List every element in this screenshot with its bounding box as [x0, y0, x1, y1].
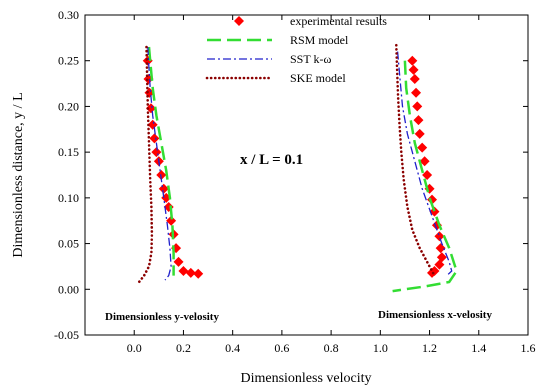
series-line	[147, 46, 172, 281]
legend-label-sst: SST k-ω	[290, 52, 331, 66]
data-point	[145, 103, 156, 114]
series-3	[137, 43, 436, 284]
data-point	[414, 128, 425, 139]
legend: experimental results RSM model SST k-ω S…	[205, 14, 387, 85]
y-tick-label: 0.15	[58, 145, 79, 159]
x-tick-label: 1.0	[373, 341, 388, 355]
legend-diamond	[234, 16, 244, 26]
y-tick-label: 0.10	[58, 191, 79, 205]
x-tick-label: 1.6	[521, 341, 536, 355]
data-point	[409, 74, 420, 84]
series-line	[392, 60, 458, 293]
data-point	[434, 259, 445, 270]
data-point	[147, 119, 158, 130]
data-point	[429, 206, 440, 217]
x-tick-label: 0.8	[324, 341, 339, 355]
data-point	[158, 183, 169, 194]
legend-item-ske: SKE model	[205, 71, 346, 85]
series-line	[137, 45, 154, 284]
legend-label-experimental: experimental results	[290, 14, 387, 28]
legend-item-rsm: RSM model	[207, 33, 349, 47]
legend-symbol-diamond	[234, 16, 244, 26]
axis-ticks: 0.0 0.2 0.4 0.6 0.8 1.0 1.2 1.4 1.6 -0.05 0.00 0.05…	[54, 8, 536, 355]
y-tick-label: -0.05	[54, 328, 79, 342]
data-point	[422, 170, 433, 180]
annotation-y-velocity: Dimensionless y-velosity	[105, 311, 219, 323]
legend-label-ske: SKE model	[290, 71, 346, 85]
data-point	[407, 55, 418, 66]
data-point	[408, 64, 419, 75]
x-tick-label: 1.2	[422, 341, 437, 355]
y-tick-label: 0.00	[58, 282, 79, 296]
series-2	[147, 46, 453, 281]
annotation-x-velocity: Dimensionless x-velosity	[378, 309, 492, 321]
plot-frame	[84, 14, 529, 336]
x-axis-label: Dimensionless velocity	[240, 371, 371, 386]
data-point	[413, 115, 424, 126]
data-point	[178, 266, 189, 276]
data-point	[173, 256, 184, 267]
series-line	[147, 46, 175, 276]
data-point	[149, 133, 160, 144]
data-point	[427, 194, 438, 205]
series-1	[147, 46, 458, 293]
y-tick-label: 0.20	[58, 99, 79, 113]
series-line	[394, 43, 436, 277]
data-point	[411, 87, 422, 98]
annotation-x-over-l: x / L = 0.1	[240, 152, 303, 168]
y-tick-label: 0.30	[58, 8, 79, 22]
data-point	[417, 142, 428, 153]
y-axis-label: Dimensionless distance, y / L	[11, 92, 26, 257]
data-point	[166, 215, 177, 226]
x-tick-label: 0.4	[225, 341, 240, 355]
legend-item-experimental: experimental results	[234, 14, 387, 28]
series-layer	[137, 43, 458, 293]
data-point	[193, 268, 204, 279]
x-tick-label: 0.6	[274, 341, 289, 355]
x-tick-label: 1.4	[471, 341, 486, 355]
legend-label-rsm: RSM model	[290, 33, 349, 47]
x-tick-label: 0.0	[127, 341, 142, 355]
data-point	[151, 147, 162, 158]
y-tick-label: 0.05	[58, 237, 79, 251]
data-point	[434, 231, 445, 242]
data-point	[419, 156, 430, 167]
data-point	[185, 267, 196, 278]
data-point	[435, 243, 446, 254]
data-point	[412, 101, 423, 112]
legend-item-sst: SST k-ω	[207, 52, 331, 66]
x-tick-label: 0.2	[176, 341, 191, 355]
y-tick-label: 0.25	[58, 54, 79, 68]
series-line	[396, 51, 453, 277]
